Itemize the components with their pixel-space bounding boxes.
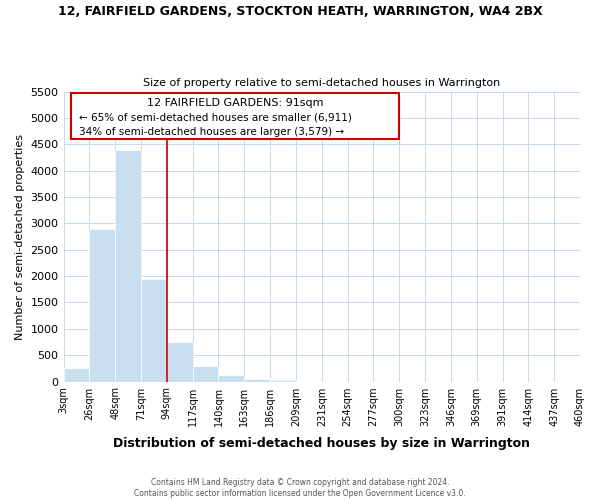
Text: 12, FAIRFIELD GARDENS, STOCKTON HEATH, WARRINGTON, WA4 2BX: 12, FAIRFIELD GARDENS, STOCKTON HEATH, W… — [58, 5, 542, 18]
Bar — [167, 342, 193, 382]
Bar — [64, 368, 89, 382]
Bar — [244, 379, 270, 382]
Text: Contains HM Land Registry data © Crown copyright and database right 2024.
Contai: Contains HM Land Registry data © Crown c… — [134, 478, 466, 498]
Bar — [218, 375, 244, 382]
X-axis label: Distribution of semi-detached houses by size in Warrington: Distribution of semi-detached houses by … — [113, 437, 530, 450]
Text: ← 65% of semi-detached houses are smaller (6,911): ← 65% of semi-detached houses are smalle… — [79, 112, 352, 122]
Text: 12 FAIRFIELD GARDENS: 91sqm: 12 FAIRFIELD GARDENS: 91sqm — [147, 98, 323, 108]
Bar — [115, 150, 141, 382]
Title: Size of property relative to semi-detached houses in Warrington: Size of property relative to semi-detach… — [143, 78, 500, 88]
Bar — [193, 366, 218, 382]
Bar — [270, 380, 296, 382]
Bar — [141, 278, 167, 382]
FancyBboxPatch shape — [71, 93, 399, 139]
Text: 34% of semi-detached houses are larger (3,579) →: 34% of semi-detached houses are larger (… — [79, 128, 344, 138]
Y-axis label: Number of semi-detached properties: Number of semi-detached properties — [15, 134, 25, 340]
Bar — [89, 228, 115, 382]
